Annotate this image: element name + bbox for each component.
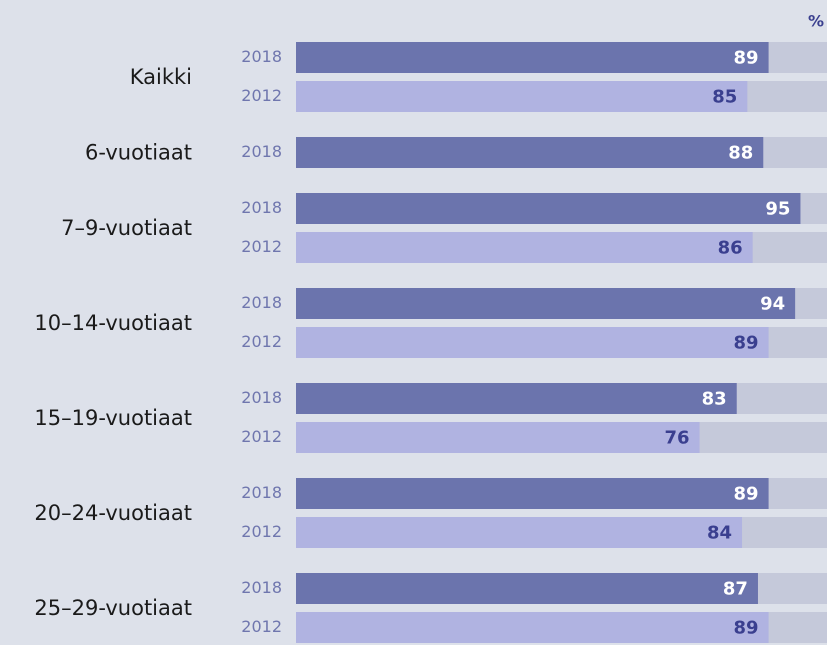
bar (296, 288, 796, 319)
category-label: 25–29-vuotiaat (34, 596, 192, 620)
bar (296, 42, 769, 73)
year-label: 2018 (241, 578, 282, 597)
bar (296, 383, 737, 414)
value-label: 76 (664, 428, 689, 449)
value-label: 87 (723, 579, 748, 600)
value-label: 88 (728, 143, 753, 164)
category-label: Kaikki (130, 65, 192, 89)
year-label: 2012 (241, 522, 282, 541)
value-label: 84 (707, 523, 732, 544)
year-label: 2012 (241, 86, 282, 105)
bar (296, 422, 700, 453)
category-label: 20–24-vuotiaat (34, 501, 192, 525)
year-label: 2018 (241, 198, 282, 217)
category-label: 15–19-vuotiaat (34, 406, 192, 430)
bar (296, 517, 743, 548)
bar (296, 232, 753, 263)
year-label: 2012 (241, 332, 282, 351)
value-label: 86 (718, 238, 743, 259)
year-label: 2012 (241, 237, 282, 256)
bar (296, 193, 801, 224)
year-label: 2012 (241, 427, 282, 446)
year-label: 2018 (241, 293, 282, 312)
value-label: 85 (712, 87, 737, 108)
bar (296, 478, 769, 509)
year-label: 2018 (241, 142, 282, 161)
category-label: 7–9-vuotiaat (61, 216, 192, 240)
value-label: 89 (734, 333, 759, 354)
category-label: 6-vuotiaat (85, 141, 192, 165)
unit-label: % (808, 12, 824, 31)
year-label: 2018 (241, 483, 282, 502)
value-label: 89 (734, 48, 759, 69)
bar (296, 573, 758, 604)
value-label: 95 (765, 199, 790, 220)
bar (296, 612, 769, 643)
bar (296, 81, 748, 112)
year-label: 2012 (241, 617, 282, 636)
year-label: 2018 (241, 47, 282, 66)
value-label: 89 (734, 618, 759, 639)
year-label: 2018 (241, 388, 282, 407)
value-label: 89 (734, 484, 759, 505)
category-label: 10–14-vuotiaat (34, 311, 192, 335)
bar (296, 327, 769, 358)
value-label: 94 (760, 294, 785, 315)
bar (296, 137, 764, 168)
value-label: 83 (702, 389, 727, 410)
